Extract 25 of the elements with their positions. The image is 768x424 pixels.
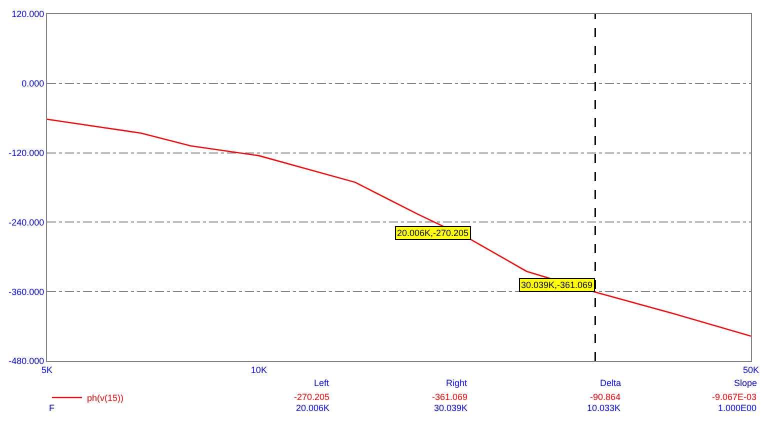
text: F: [49, 403, 55, 413]
y-tick-label: -240.000: [8, 217, 44, 228]
x-tick-label: 50K: [742, 364, 760, 375]
y-tick-label: 0.000: [22, 78, 44, 89]
y-tick-label: 120.000: [12, 9, 44, 20]
text: 30.039K: [434, 403, 468, 413]
y-tick-label: -120.000: [8, 148, 44, 158]
text: 20.006K: [296, 403, 330, 413]
text: -270.205: [294, 392, 330, 402]
text: Left: [314, 378, 330, 388]
y-tick-label: -360.000: [8, 286, 44, 297]
text: -9.067E-03: [712, 392, 757, 402]
annotation: 20.006K,-270.205: [397, 228, 469, 238]
text: Right: [446, 378, 468, 388]
text: 10.033K: [587, 403, 621, 413]
text: Delta: [600, 378, 622, 388]
x-tick-label: 10K: [250, 364, 267, 375]
y-tick-label: -480.000: [8, 356, 44, 366]
text: -361.069: [432, 392, 468, 402]
text: -90.864: [590, 392, 621, 402]
annotation: 30.039K,-361.069: [521, 280, 593, 290]
text: 1.000E00: [718, 403, 757, 413]
x-tick-label: 5K: [41, 364, 53, 375]
legend-label: ph(v(15)): [87, 392, 124, 403]
text: Slope: [734, 378, 758, 388]
